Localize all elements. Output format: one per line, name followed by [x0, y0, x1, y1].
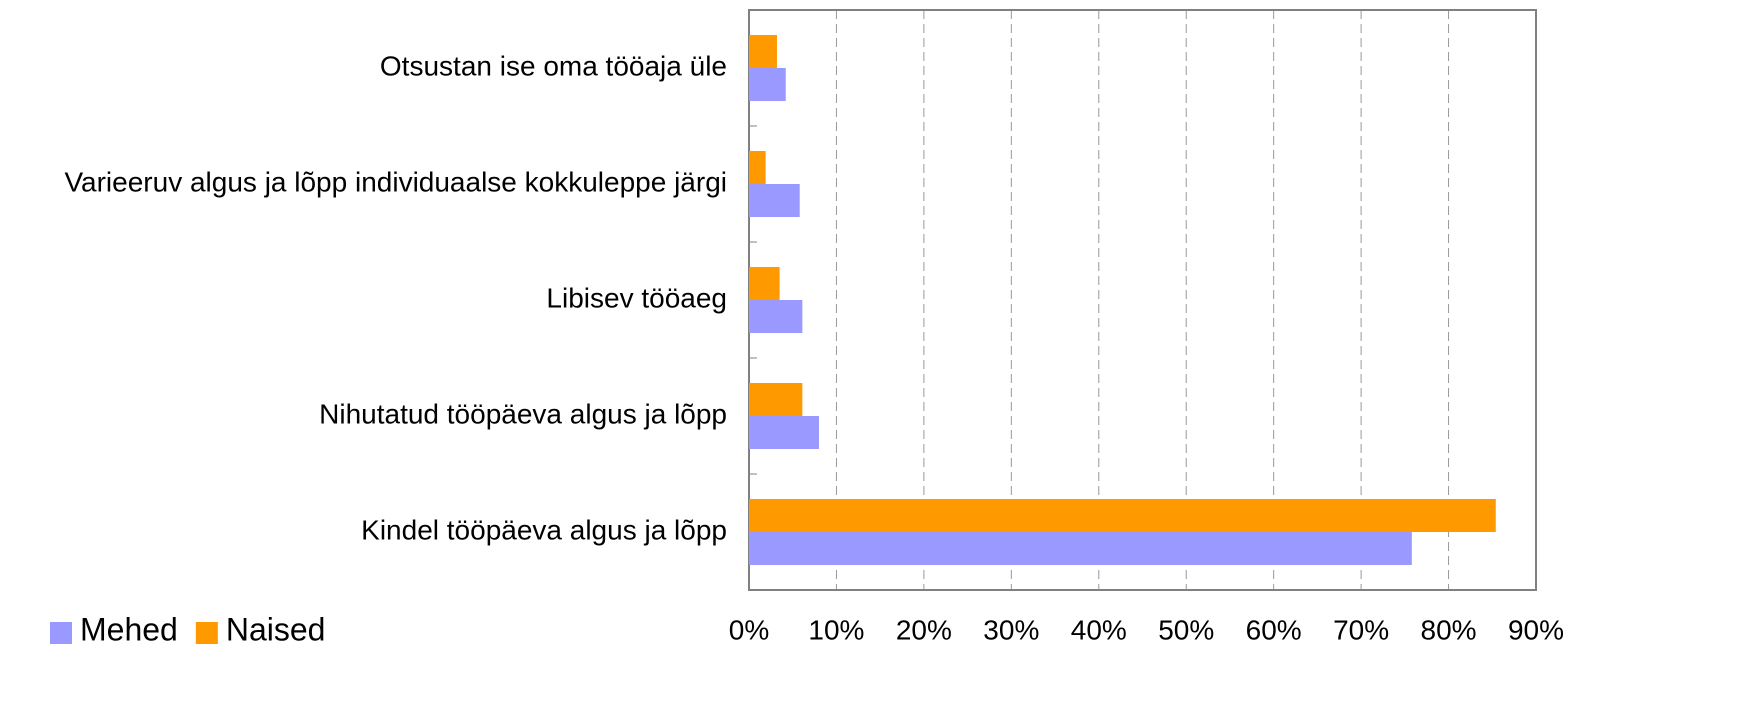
x-tick-label: 90% [1508, 614, 1564, 645]
y-tick-label: Kindel tööpäeva algus ja lõpp [361, 514, 727, 545]
x-tick-label: 10% [808, 614, 864, 645]
y-tick-label: Nihutatud tööpäeva algus ja lõpp [319, 398, 727, 429]
y-tick-label: Libisev tööaeg [546, 282, 727, 313]
x-tick-label: 30% [983, 614, 1039, 645]
legend-label: Naised [226, 611, 326, 647]
x-tick-label: 40% [1071, 614, 1127, 645]
bar [749, 267, 780, 300]
bar [749, 68, 786, 101]
bar [749, 532, 1412, 565]
bar [749, 184, 800, 217]
legend-swatch [195, 622, 218, 644]
x-tick-label: 0% [729, 614, 769, 645]
x-tick-label: 20% [896, 614, 952, 645]
x-tick-label: 70% [1333, 614, 1389, 645]
y-tick-label: Varieeruv algus ja lõpp individuaalse ko… [64, 166, 727, 197]
legend-swatch [50, 622, 72, 644]
x-tick-label: 60% [1246, 614, 1302, 645]
x-tick-label: 50% [1158, 614, 1214, 645]
legend-label: Mehed [80, 611, 178, 647]
bar [749, 499, 1496, 532]
x-tick-label: 80% [1421, 614, 1477, 645]
bar [749, 300, 803, 333]
bar [749, 151, 766, 184]
bar [749, 35, 777, 68]
y-tick-label: Otsustan ise oma tööaja üle [380, 50, 727, 81]
bar [749, 383, 803, 416]
bar [749, 416, 819, 449]
